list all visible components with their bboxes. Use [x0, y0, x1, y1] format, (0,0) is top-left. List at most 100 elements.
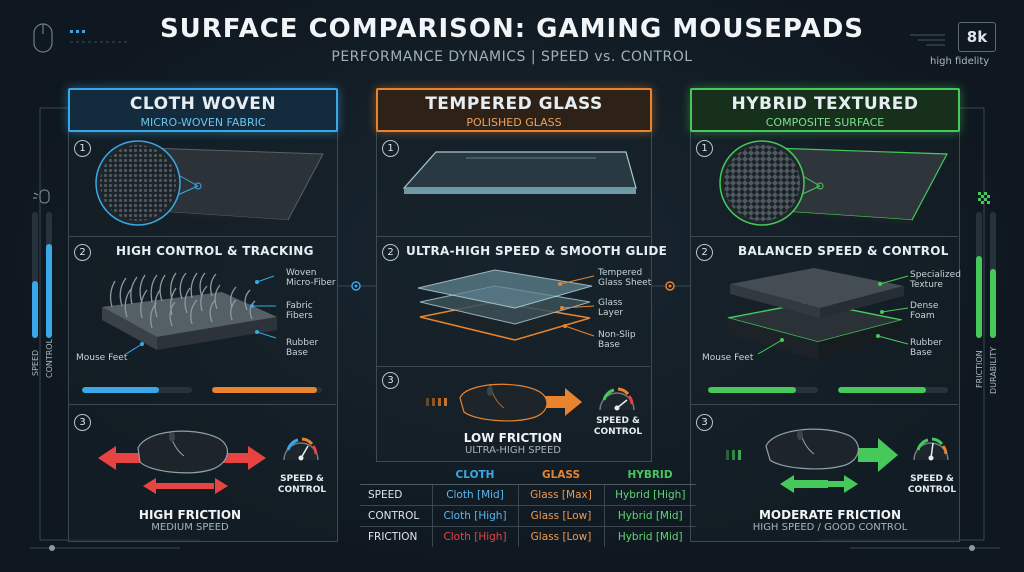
glass-result-sub: ULTRA-HIGH SPEED — [464, 445, 562, 456]
cloth-result: HIGH FRICTION — [138, 508, 242, 522]
glass-result: LOW FRICTION — [463, 431, 563, 445]
glass-gauge-label: SPEED & CONTROL — [586, 416, 650, 438]
cell-speed-hybrid: Hybrid [High] — [603, 484, 696, 506]
cloth-mouse-friction-illustration — [98, 430, 266, 494]
hybrid-label-rubber-2: Base — [910, 348, 932, 358]
hybrid-label-rubber: Rubber Base — [910, 338, 942, 358]
table-header-blank — [360, 466, 432, 485]
cloth-gauge-label-2: CONTROL — [277, 485, 327, 495]
row-label-speed: SPEED — [360, 484, 432, 506]
glass-layers-illustration — [417, 269, 595, 341]
hybrid-result-sub: HIGH SPEED / GOOD CONTROL — [752, 522, 908, 533]
cloth-section-title: HIGH CONTROL & TRACKING — [116, 244, 314, 258]
glass-title: TEMPERED GLASS — [425, 94, 603, 114]
hybrid-step-3: 3 — [696, 414, 713, 431]
mouse-click-icon — [33, 189, 50, 204]
speed-side-label: SPEED — [31, 349, 40, 376]
glass-gauge-label-2: CONTROL — [593, 427, 643, 437]
glass-label-sheet-2: Glass Sheet — [598, 278, 652, 288]
deco-lines-icon — [910, 34, 945, 46]
glass-speed-gauge-icon — [599, 387, 635, 411]
table-header-cloth: CLOTH — [432, 466, 518, 485]
row-label-control: CONTROL — [360, 505, 432, 527]
table-row: FRICTION Cloth [High] Glass [Low] Hybrid… — [360, 526, 696, 547]
cell-control-hybrid: Hybrid [Mid] — [603, 505, 696, 527]
cloth-label-rubber-1: Rubber — [286, 338, 319, 348]
cell-speed-cloth: Cloth [Mid] — [431, 484, 518, 506]
cloth-label-rubber-2: Base — [286, 348, 308, 358]
glass-subtitle: POLISHED GLASS — [466, 116, 562, 129]
mouse-outline-icon — [33, 23, 130, 53]
cloth-result-sub: MEDIUM SPEED — [151, 522, 229, 533]
glass-label-sheet-1: Tempered — [598, 268, 643, 278]
hybrid-label-texture: Specialized Texture — [910, 270, 961, 290]
table-row: CONTROL Cloth [High] Glass [Low] Hybrid … — [360, 505, 696, 527]
control-side-label: CONTROL — [45, 338, 54, 378]
comparison-table: CLOTH GLASS HYBRID SPEED Cloth [Mid] Gla… — [360, 466, 696, 547]
cloth-label-fibers-1: Fabric — [286, 301, 313, 311]
friction-side-label: FRICTION — [975, 350, 984, 388]
cell-speed-glass: Glass [Max] — [517, 484, 604, 506]
table-header-glass: GLASS — [518, 466, 604, 485]
glass-divider-2 — [376, 366, 650, 367]
friction-vertical-bar — [976, 212, 982, 338]
glass-divider-1 — [376, 236, 650, 237]
cloth-step-3: 3 — [74, 414, 91, 431]
cloth-step-2: 2 — [74, 244, 91, 261]
badge-caption: high fidelity — [930, 56, 990, 67]
cloth-speed-bar — [82, 387, 192, 393]
hybrid-title: HYBRID TEXTURED — [731, 94, 919, 114]
cloth-pad-illustration — [95, 140, 324, 226]
glass-label-base: Non-Slip Base — [598, 330, 636, 350]
hybrid-label-foam-1: Dense — [910, 301, 939, 311]
cloth-header: CLOTH WOVEN MICRO-WOVEN FABRIC — [68, 88, 338, 132]
glass-label-base-1: Non-Slip — [598, 330, 636, 340]
hybrid-step-2: 2 — [696, 244, 713, 261]
hybrid-mouse-friction-illustration — [726, 428, 898, 493]
glass-label-layer: Glass Layer — [598, 298, 623, 318]
hybrid-divider-2 — [690, 404, 958, 405]
hybrid-label-feet: Mouse Feet — [702, 353, 754, 363]
glass-label-sheet: Tempered Glass Sheet — [598, 268, 651, 288]
cell-control-glass: Glass [Low] — [517, 505, 604, 527]
glass-gauge-label-1: SPEED & — [596, 416, 640, 426]
hybrid-label-texture-1: Specialized — [910, 270, 961, 280]
hybrid-subtitle: COMPOSITE SURFACE — [765, 116, 885, 129]
resolution-badge: 8k — [958, 22, 996, 52]
cloth-label-woven-2: Micro-Fiber — [286, 278, 336, 288]
cloth-label-fibers: Fabric Fibers — [286, 301, 313, 321]
hybrid-header: HYBRID TEXTURED COMPOSITE SURFACE — [690, 88, 960, 132]
hybrid-layers-illustration — [727, 268, 909, 360]
cloth-step-1: 1 — [74, 140, 91, 157]
cloth-label-woven: Woven Micro-Fiber — [286, 268, 336, 288]
cell-friction-hybrid: Hybrid [Mid] — [603, 526, 696, 547]
glass-pad-illustration — [402, 151, 637, 194]
hybrid-label-texture-2: Texture — [910, 280, 943, 290]
table-header-hybrid: HYBRID — [604, 466, 696, 485]
page-title: SURFACE COMPARISON: GAMING MOUSEPADS — [159, 14, 865, 44]
hybrid-control-bar — [838, 387, 948, 393]
cloth-title: CLOTH WOVEN — [129, 94, 277, 114]
hybrid-step-1: 1 — [696, 140, 713, 157]
hybrid-pad-illustration — [719, 140, 948, 226]
cloth-gauge-label: SPEED & CONTROL — [270, 474, 334, 496]
cloth-label-fibers-2: Fibers — [286, 311, 313, 321]
hybrid-section-title: BALANCED SPEED & CONTROL — [738, 244, 949, 258]
cell-friction-glass: Glass [Low] — [517, 526, 604, 547]
hybrid-gauge-label-1: SPEED & — [910, 474, 954, 484]
hybrid-label-foam-2: Foam — [910, 311, 935, 321]
cloth-layers-illustration — [102, 272, 277, 355]
hybrid-result: MODERATE FRICTION — [758, 508, 902, 522]
hybrid-label-foam: Dense Foam — [910, 301, 938, 321]
glass-label-layer-1: Glass — [598, 298, 623, 308]
hybrid-speed-bar — [708, 387, 818, 393]
glass-mouse-speed-illustration — [426, 383, 582, 422]
cloth-label-woven-1: Woven — [286, 268, 317, 278]
table-row: SPEED Cloth [Mid] Glass [Max] Hybrid [Hi… — [360, 484, 696, 506]
cloth-label-feet: Mouse Feet — [76, 353, 128, 363]
cloth-divider-1 — [68, 236, 336, 237]
hybrid-gauge-label-2: CONTROL — [907, 485, 957, 495]
glass-step-2: 2 — [382, 244, 399, 261]
row-label-friction: FRICTION — [360, 526, 432, 547]
cell-friction-cloth: Cloth [High] — [431, 526, 518, 547]
